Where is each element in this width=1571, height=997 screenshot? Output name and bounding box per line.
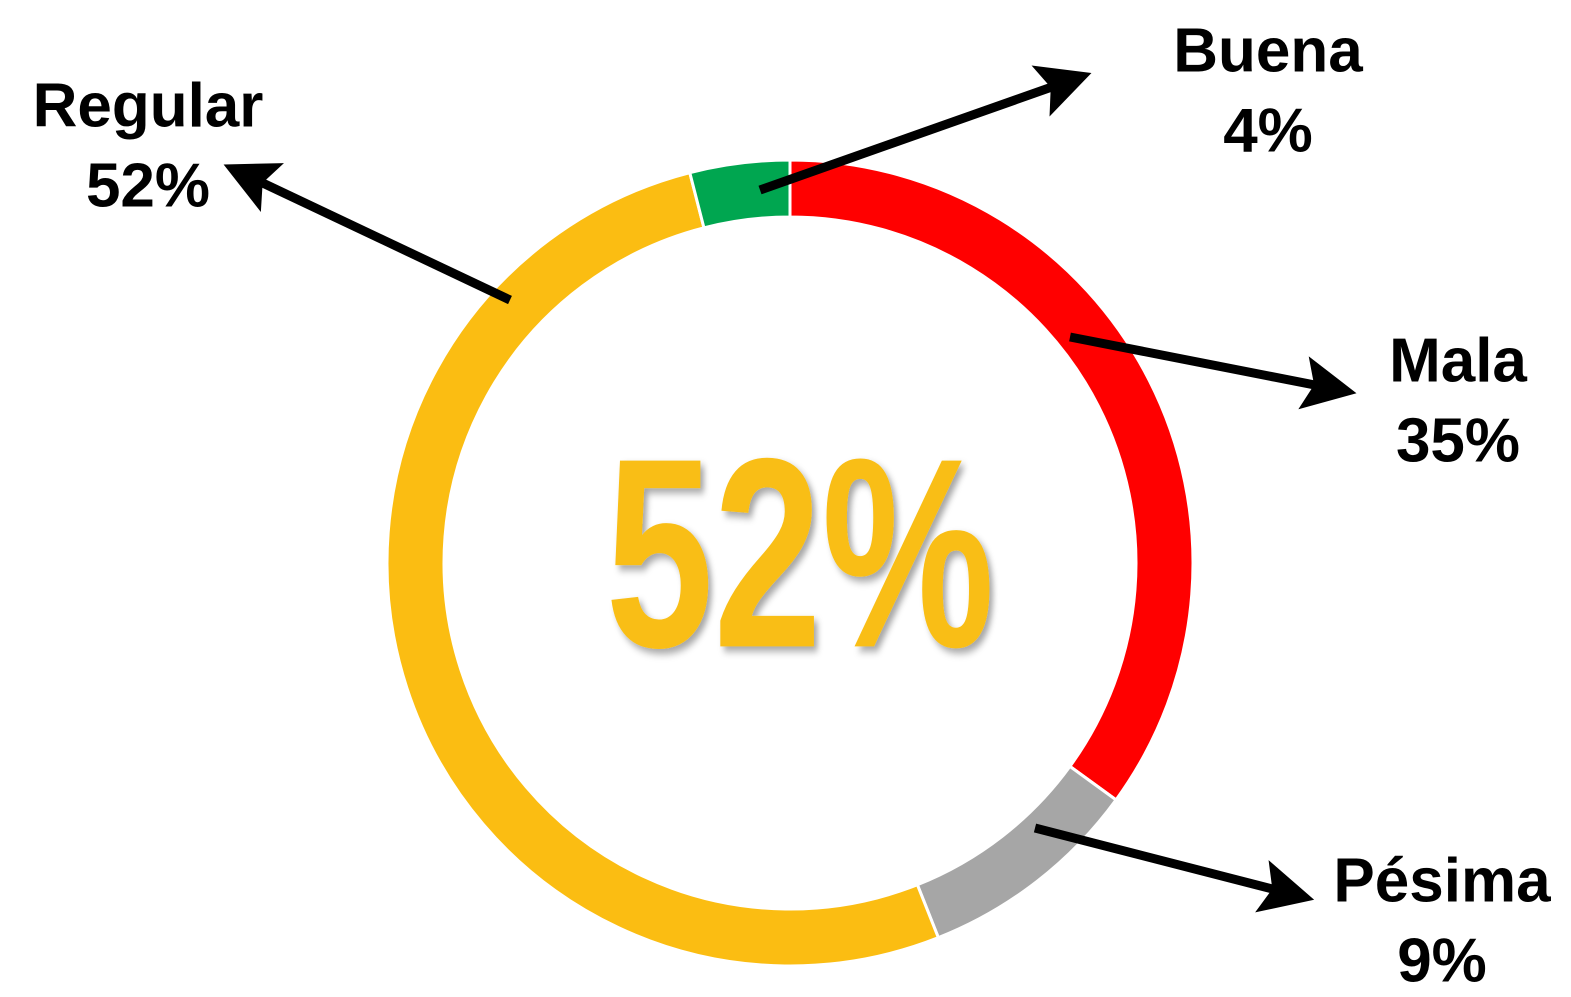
category-label: Mala [1389,326,1527,395]
category-label: Buena [1173,16,1363,85]
category-label: Regular [33,71,264,140]
donut-segment [687,158,792,230]
value-label: 4% [1223,96,1313,165]
value-label: 52% [86,151,210,220]
value-label: 9% [1397,926,1487,995]
category-label: Pésima [1333,846,1551,915]
arrow [1069,332,1357,410]
arrow [758,65,1092,195]
donut-segment [385,170,941,968]
value-label: 35% [1396,406,1520,475]
donut-segment [915,764,1119,940]
arrow [223,163,512,305]
center-group: 52% [605,402,994,704]
center-text: 52% [605,402,994,704]
arrow [1033,823,1315,913]
